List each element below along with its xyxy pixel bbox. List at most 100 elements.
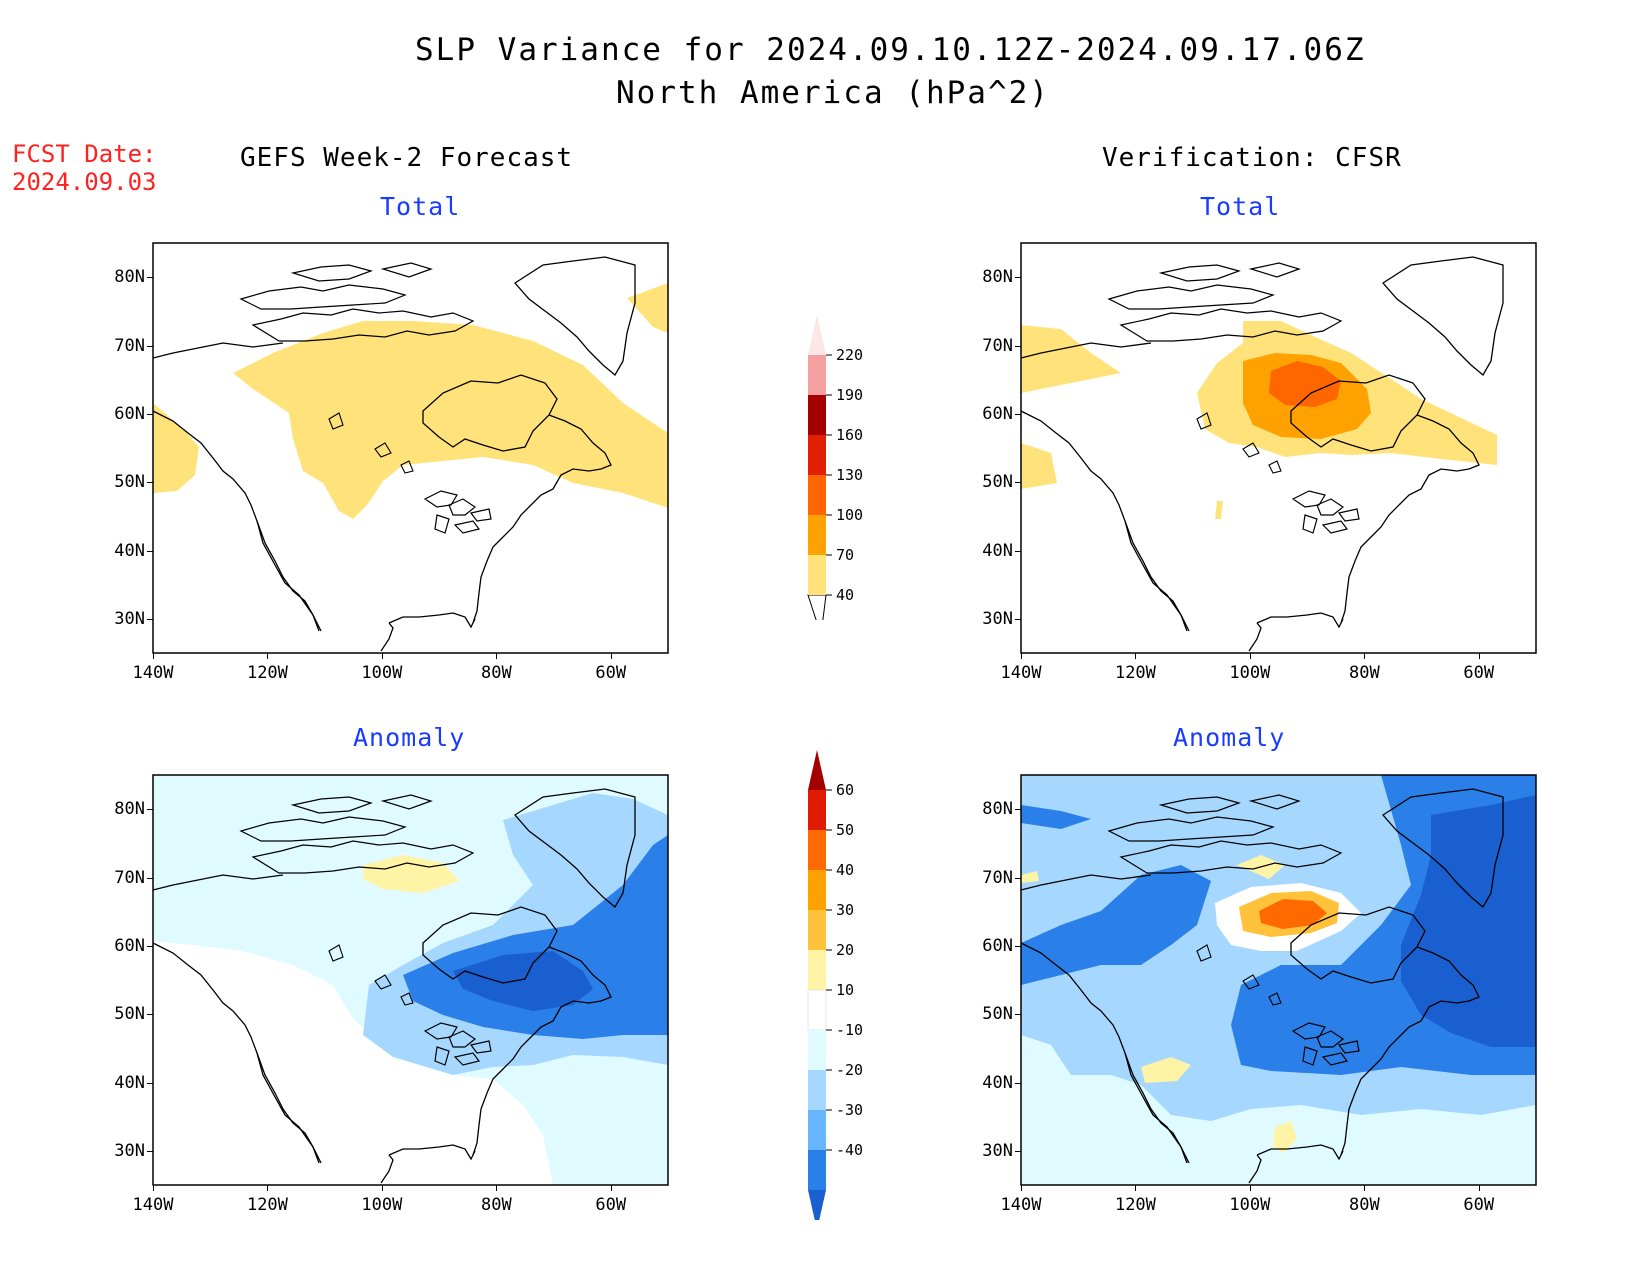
lat-tick-label: 60N — [982, 935, 1013, 956]
fill-total-40-70 — [153, 283, 668, 519]
lon-tick-label: 80W — [480, 663, 512, 683]
colorbar-label: 130 — [836, 466, 863, 484]
colorbar-box — [808, 790, 826, 830]
colorbar-label: 50 — [836, 821, 854, 839]
colorbar-box — [808, 355, 826, 395]
colorbar-anomaly: 60 50 40 30 20 10 -10 -20 -30 -40 — [807, 750, 863, 1220]
colorbar-label: 20 — [836, 941, 854, 959]
lat-tick-label: 70N — [982, 867, 1013, 888]
fill-anomaly-levels — [153, 793, 668, 1185]
lon-tick-label: 100W — [1229, 663, 1271, 683]
lat-tick — [1015, 482, 1021, 484]
colorbar-box — [808, 395, 826, 435]
colorbar-label: -40 — [836, 1141, 863, 1159]
colorbar-label: 30 — [836, 901, 854, 919]
colorbar-label: 190 — [836, 386, 863, 404]
fcst-date-label: FCST Date: — [12, 140, 157, 168]
lat-tick — [147, 1082, 153, 1084]
lat-tick-label: 50N — [982, 472, 1013, 493]
lon-tick-label: 60W — [595, 1195, 627, 1215]
lon-tick-label: 140W — [132, 663, 174, 683]
lat-tick — [147, 945, 153, 947]
lon-tick-label: 80W — [1348, 663, 1380, 683]
lat-tick — [1015, 809, 1021, 811]
lon-tick-label: 100W — [1229, 1195, 1271, 1215]
lat-tick — [147, 877, 153, 879]
panel-label-total-left: Total — [380, 192, 461, 221]
colorbar-wedge-low — [808, 1190, 826, 1220]
lat-tick — [147, 413, 153, 415]
left-column-title: GEFS Week-2 Forecast — [240, 143, 574, 173]
lon-tick — [267, 653, 269, 659]
lon-tick — [1021, 1185, 1022, 1191]
lat-tick-label: 70N — [114, 335, 145, 356]
colorbar-wedge-low — [807, 594, 827, 620]
lat-tick-label: 30N — [114, 1140, 145, 1161]
lat-tick — [1015, 1150, 1021, 1152]
lon-tick — [1135, 653, 1137, 659]
panel-label-anomaly-right: Anomaly — [1173, 723, 1286, 752]
colorbar-total: 40 70 100 130 160 190 220 — [807, 315, 863, 620]
right-column-title: Verification: CFSR — [1102, 143, 1402, 173]
lon-tick-label: 80W — [480, 1195, 512, 1215]
panel-label-anomaly-left: Anomaly — [353, 723, 466, 752]
lat-tick-label: 80N — [982, 267, 1013, 288]
lat-tick — [147, 345, 153, 347]
colorbar-box — [808, 475, 826, 515]
lon-tick — [1478, 1185, 1480, 1191]
lon-tick-label: 140W — [132, 1195, 174, 1215]
lon-tick — [1249, 653, 1251, 659]
lon-tick — [610, 653, 612, 659]
colorbar-box — [808, 910, 826, 950]
lon-tick-label: 60W — [1463, 663, 1495, 683]
lat-tick-label: 40N — [114, 540, 145, 561]
lon-tick-label: 120W — [1114, 1195, 1156, 1215]
lat-tick-label: 60N — [114, 935, 145, 956]
lat-tick — [1015, 413, 1021, 415]
colorbar-label: 160 — [836, 426, 863, 444]
lat-tick-label: 70N — [982, 335, 1013, 356]
lon-tick-label: 60W — [1463, 1195, 1495, 1215]
lat-tick-label: 80N — [114, 799, 145, 820]
lon-tick-label: 120W — [246, 663, 288, 683]
lon-tick — [381, 1185, 383, 1191]
lat-tick — [1015, 277, 1021, 279]
fcst-date-block: FCST Date: 2024.09.03 — [12, 140, 157, 196]
lon-tick — [381, 653, 383, 659]
colorbar-label: -10 — [836, 1021, 863, 1039]
lat-tick-label: 40N — [114, 1072, 145, 1093]
colorbar-label: 100 — [836, 506, 863, 524]
colorbar-box — [808, 1150, 826, 1190]
lat-tick — [1015, 345, 1021, 347]
lat-tick — [147, 277, 153, 279]
lon-tick-label: 100W — [361, 1195, 403, 1215]
lon-tick-label: 100W — [361, 663, 403, 683]
colorbar-box — [808, 870, 826, 910]
lat-tick-label: 70N — [114, 867, 145, 888]
chart-title-line2: North America (hPa^2) — [616, 75, 1050, 111]
lat-tick-label: 80N — [114, 267, 145, 288]
lon-tick — [496, 1185, 498, 1191]
colorbar-box — [808, 1030, 826, 1070]
lat-tick — [147, 618, 153, 620]
lat-tick — [1015, 1014, 1021, 1016]
lon-tick-label: 80W — [1348, 1195, 1380, 1215]
lon-tick-label: 120W — [1114, 663, 1156, 683]
colorbar-wedge-high — [808, 750, 826, 790]
lat-tick-label: 40N — [982, 1072, 1013, 1093]
colorbar-label: 70 — [836, 546, 854, 564]
lon-tick — [496, 653, 498, 659]
lat-tick — [1015, 877, 1021, 879]
colorbar-box — [808, 555, 826, 595]
lon-tick — [153, 1185, 154, 1191]
map-cfsr-anomaly — [1020, 774, 1537, 1186]
lon-tick-label: 60W — [595, 663, 627, 683]
colorbar-label: 220 — [836, 346, 863, 364]
lat-tick-label: 60N — [114, 403, 145, 424]
colorbar-box — [808, 1110, 826, 1150]
lon-tick — [1135, 1185, 1137, 1191]
lat-tick — [147, 809, 153, 811]
colorbar-label: 60 — [836, 781, 854, 799]
colorbar-box — [808, 515, 826, 555]
lat-tick-label: 40N — [982, 540, 1013, 561]
